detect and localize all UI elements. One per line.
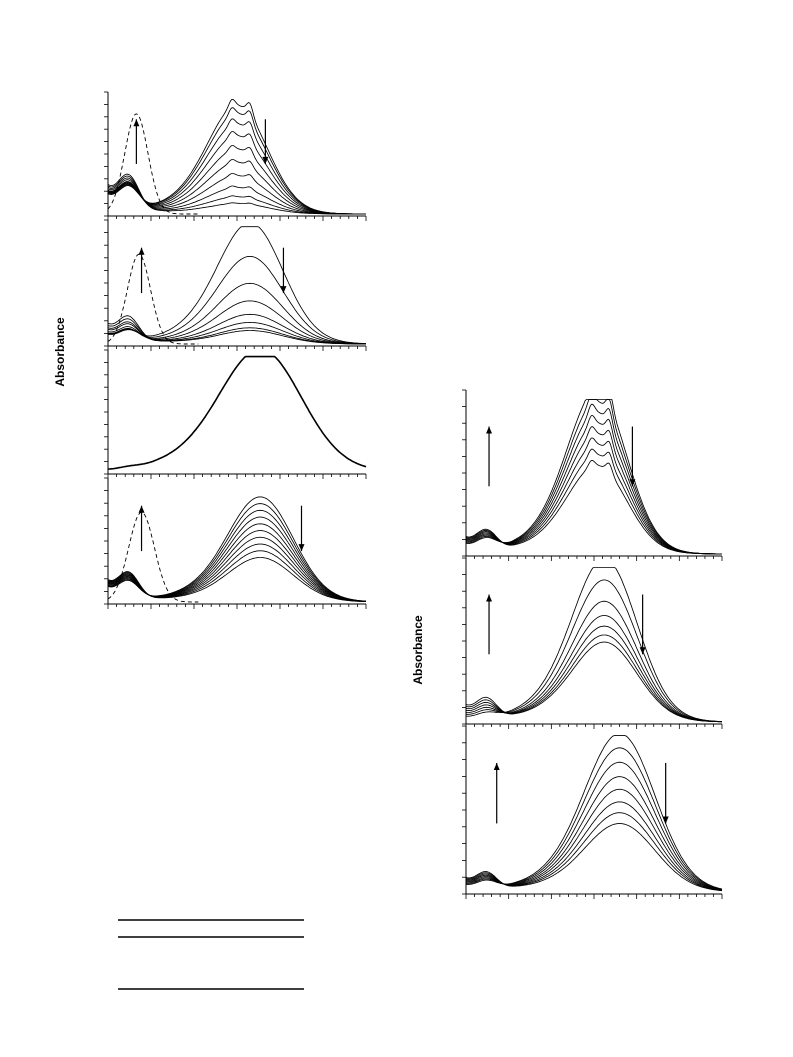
right-panel-3-series-3 bbox=[465, 761, 723, 890]
right-panel-1-series-2 bbox=[465, 399, 722, 555]
left-panel-1-arrow-up bbox=[133, 119, 140, 164]
right-panel-2-series-4 bbox=[465, 614, 722, 723]
right-panel-1 bbox=[462, 389, 723, 561]
right-panel-2 bbox=[462, 557, 723, 729]
left-panel-1-series-2 bbox=[107, 107, 366, 215]
left-panel-2-series-1 bbox=[107, 226, 367, 345]
right-panel-2-series-2 bbox=[465, 579, 723, 723]
right-panel-1-series-6 bbox=[465, 437, 722, 555]
left-panel-4-series-10 bbox=[107, 557, 366, 603]
left-panel-2-arrow-down bbox=[280, 247, 287, 294]
left-panel-4-arrow-up bbox=[138, 505, 145, 552]
left-panel-1-series-9 bbox=[107, 175, 366, 215]
left-panel-2-series-2 bbox=[107, 255, 366, 345]
right-chart-group: Absorbance bbox=[411, 389, 723, 899]
right-panel-3 bbox=[462, 725, 723, 899]
right-panel-1-arrow-down bbox=[629, 426, 636, 487]
left-panel-2-series-8 bbox=[107, 315, 367, 345]
left-panel-2-series-3 bbox=[107, 282, 366, 345]
right-panel-3-series-2 bbox=[465, 747, 723, 890]
left-panel-4-series-1 bbox=[107, 496, 367, 602]
left-panel-3 bbox=[104, 349, 367, 479]
left-panel-1-reference-spectrum bbox=[107, 113, 199, 215]
left-panel-2-series-6 bbox=[107, 321, 366, 345]
right-panel-3-arrow-down bbox=[662, 762, 669, 824]
right-panel-1-series-4 bbox=[465, 415, 722, 555]
right-panel-1-series-7 bbox=[465, 448, 722, 555]
right-panel-1-series-8 bbox=[465, 459, 723, 555]
left-panel-4-reference-spectrum bbox=[107, 511, 199, 603]
right-panel-2-series-1 bbox=[466, 567, 722, 722]
left-panel-1-series-8 bbox=[107, 177, 366, 215]
left-panel-1-arrow-down bbox=[262, 119, 269, 164]
right-panel-2-series-3 bbox=[465, 600, 723, 723]
left-panel-1-series-3 bbox=[107, 118, 366, 215]
right-panel-1-series-5 bbox=[465, 426, 722, 555]
left-panel-4 bbox=[104, 477, 367, 609]
left-panel-2 bbox=[104, 219, 367, 351]
right-panel-2-series-5 bbox=[465, 625, 722, 723]
right-panel-2-arrow-down bbox=[639, 594, 646, 655]
right-panel-1-series-1 bbox=[465, 399, 722, 555]
right-panel-3-series-4 bbox=[465, 776, 723, 891]
left-panel-1-series-7 bbox=[107, 173, 366, 215]
left-panel-2-reference-spectrum bbox=[107, 253, 199, 345]
table-rules bbox=[118, 919, 304, 990]
right-panel-2-series-7 bbox=[465, 641, 723, 723]
right-panel-1-arrow-up bbox=[486, 426, 493, 487]
left-panel-3-series-1 bbox=[107, 355, 367, 470]
left-panel-2-arrow-up bbox=[138, 247, 145, 294]
right-panel-1-series-3 bbox=[465, 403, 722, 555]
right-panel-3-series-8 bbox=[465, 823, 723, 892]
left-panel-4-arrow-down bbox=[298, 505, 305, 552]
right-panel-3-arrow-up bbox=[493, 762, 500, 824]
right-panel-2-series-6 bbox=[465, 634, 723, 723]
right-panel-3-series-5 bbox=[465, 788, 723, 891]
right-panel-2-arrow-up bbox=[486, 594, 493, 655]
left-panel-1-series-10 bbox=[107, 173, 366, 215]
left-panel-1 bbox=[104, 91, 367, 221]
right-y-axis-label: Absorbance bbox=[411, 615, 425, 685]
right-panel-3-series-6 bbox=[465, 801, 723, 891]
left-chart-group: Absorbance bbox=[53, 91, 367, 609]
left-y-axis-label: Absorbance bbox=[53, 317, 67, 387]
